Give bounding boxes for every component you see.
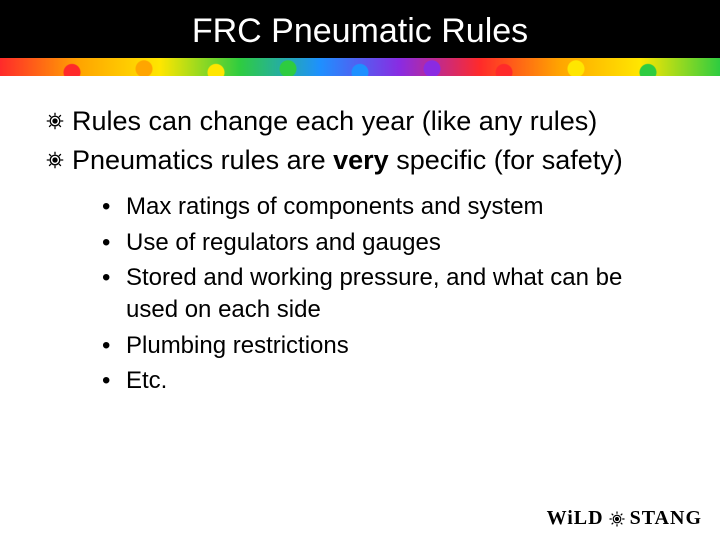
sub-bullet-text: Etc. — [126, 365, 676, 397]
logo-right: STANG — [630, 507, 702, 530]
bullet-2-bold: very — [333, 145, 389, 175]
sub-bullet: • Max ratings of components and system — [102, 191, 676, 223]
title-bar: FRC Pneumatic Rules — [0, 0, 720, 76]
sub-bullet-text: Plumbing restrictions — [126, 330, 676, 362]
dot-icon: • — [102, 330, 120, 362]
bullet-2: Pneumatics rules are very specific (for … — [44, 143, 676, 178]
logo-gear-icon — [608, 510, 626, 528]
gear-bullet-icon — [44, 149, 66, 171]
logo-left: WiLD — [547, 507, 604, 530]
bullet-2-text: Pneumatics rules are very specific (for … — [72, 143, 676, 178]
slide-body: Rules can change each year (like any rul… — [0, 76, 720, 397]
sub-bullet: • Stored and working pressure, and what … — [102, 262, 676, 325]
bullet-1: Rules can change each year (like any rul… — [44, 104, 676, 139]
sub-bullet: • Use of regulators and gauges — [102, 227, 676, 259]
sub-bullet: • Etc. — [102, 365, 676, 397]
sub-bullet-text: Use of regulators and gauges — [126, 227, 676, 259]
dot-icon: • — [102, 262, 120, 325]
bullet-2-pre: Pneumatics rules are — [72, 145, 333, 175]
dot-icon: • — [102, 227, 120, 259]
gear-bullet-icon — [44, 110, 66, 132]
bullet-2-post: specific (for safety) — [389, 145, 623, 175]
dot-icon: • — [102, 191, 120, 223]
sub-bullet: • Plumbing restrictions — [102, 330, 676, 362]
bullet-1-text: Rules can change each year (like any rul… — [72, 104, 676, 139]
tie-dye-strip — [0, 58, 720, 76]
dot-icon: • — [102, 365, 120, 397]
sub-bullet-list: • Max ratings of components and system •… — [44, 191, 676, 397]
sub-bullet-text: Max ratings of components and system — [126, 191, 676, 223]
slide-title: FRC Pneumatic Rules — [0, 0, 720, 51]
sub-bullet-text: Stored and working pressure, and what ca… — [126, 262, 676, 325]
wildstang-logo: WiLD STANG — [547, 507, 702, 530]
